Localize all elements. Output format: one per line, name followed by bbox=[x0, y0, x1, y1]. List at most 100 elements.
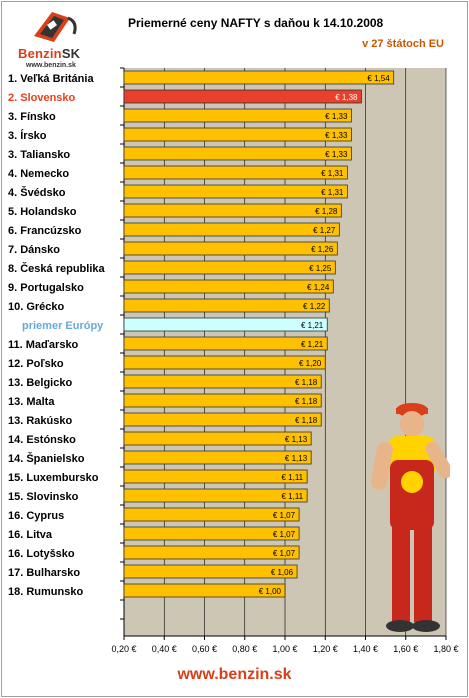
category-label: 14. Španielsko bbox=[8, 452, 85, 465]
bar-value-label: € 1,28 bbox=[315, 207, 338, 216]
bar-value-label: € 1,07 bbox=[273, 511, 296, 520]
chart-title: Priemerné ceny NAFTY s daňou k 14.10.200… bbox=[128, 16, 384, 30]
bar bbox=[123, 89, 362, 104]
bar bbox=[123, 545, 300, 560]
category-label: 3. Fínsko bbox=[8, 111, 56, 123]
bar-value-label: € 1,07 bbox=[273, 549, 296, 558]
category-label: 16. Litva bbox=[8, 529, 53, 541]
category-label: 13. Belgicko bbox=[8, 377, 72, 389]
mascot-illustration bbox=[371, 403, 450, 632]
bar bbox=[123, 488, 308, 503]
bar bbox=[123, 260, 336, 275]
bar bbox=[123, 70, 395, 85]
category-label: 16. Cyprus bbox=[8, 510, 64, 522]
bar-value-label: € 1,11 bbox=[281, 473, 303, 482]
bar bbox=[123, 146, 352, 161]
bar bbox=[123, 450, 312, 465]
bar-value-label: € 1,31 bbox=[321, 188, 344, 197]
category-label: priemer Európy bbox=[22, 320, 104, 332]
bar bbox=[123, 165, 348, 180]
bar bbox=[123, 355, 326, 370]
bar-value-label: € 1,31 bbox=[321, 169, 344, 178]
bar-value-label: € 1,18 bbox=[295, 416, 318, 425]
chart-subtitle: v 27 štátoch EU bbox=[362, 38, 444, 50]
bar-value-label: € 1,25 bbox=[309, 264, 332, 273]
x-tick-label: 0,20 € bbox=[111, 644, 136, 654]
bar bbox=[123, 412, 322, 427]
category-label: 12. Poľsko bbox=[8, 358, 64, 370]
logo-url[interactable]: www.benzin.sk bbox=[26, 62, 76, 69]
x-tick-label: 0,40 € bbox=[152, 644, 177, 654]
category-label: 6. Francúzsko bbox=[8, 225, 82, 237]
category-label: 16. Lotyšsko bbox=[8, 548, 75, 560]
footer-url[interactable]: www.benzin.sk bbox=[177, 666, 292, 683]
bar-value-label: € 1,21 bbox=[301, 340, 324, 349]
category-label: 18. Rumunsko bbox=[8, 586, 83, 598]
x-tick-label: 1,20 € bbox=[313, 644, 338, 654]
bar-value-label: € 1,38 bbox=[335, 93, 358, 102]
bar bbox=[123, 564, 298, 579]
bar-value-label: € 1,24 bbox=[307, 283, 330, 292]
bar bbox=[123, 374, 322, 389]
bar bbox=[123, 222, 340, 237]
category-label: 10. Grécko bbox=[8, 301, 65, 313]
bar bbox=[123, 583, 286, 598]
bar-value-label: € 1,33 bbox=[325, 150, 348, 159]
category-label: 4. Nemecko bbox=[8, 168, 69, 180]
bar-value-label: € 1,27 bbox=[313, 226, 336, 235]
bar-value-label: € 1,18 bbox=[295, 378, 318, 387]
bar bbox=[123, 108, 352, 123]
bar bbox=[123, 317, 328, 332]
x-tick-label: 1,60 € bbox=[393, 644, 418, 654]
bar bbox=[123, 469, 308, 484]
category-label: 1. Veľká Británia bbox=[8, 73, 94, 85]
category-label: 17. Bulharsko bbox=[8, 567, 80, 579]
category-label: 8. Česká republika bbox=[8, 262, 105, 275]
logo-brand: BenzinSK bbox=[18, 46, 81, 61]
bar bbox=[123, 336, 328, 351]
category-label: 14. Estónsko bbox=[8, 434, 76, 446]
category-label: 13. Malta bbox=[8, 396, 55, 408]
bar-value-label: € 1,22 bbox=[303, 302, 326, 311]
bar bbox=[123, 526, 300, 541]
bar-value-label: € 1,21 bbox=[301, 321, 324, 330]
bar bbox=[123, 298, 330, 313]
category-label: 15. Slovinsko bbox=[8, 491, 79, 503]
bar bbox=[123, 393, 322, 408]
category-label: 5. Holandsko bbox=[8, 206, 77, 218]
benzin-logo[interactable]: BenzinSK www.benzin.sk bbox=[12, 8, 92, 69]
category-label: 15. Luxembursko bbox=[8, 472, 99, 484]
category-label: 7. Dánsko bbox=[8, 244, 60, 256]
bar bbox=[123, 203, 342, 218]
x-tick-label: 1,80 € bbox=[433, 644, 458, 654]
bar-value-label: € 1,33 bbox=[325, 112, 348, 121]
x-tick-label: 1,40 € bbox=[353, 644, 378, 654]
bar-value-label: € 1,18 bbox=[295, 397, 318, 406]
bar-value-label: € 1,07 bbox=[273, 530, 296, 539]
category-label: 11. Maďarsko bbox=[8, 339, 79, 351]
bar-value-label: € 1,11 bbox=[281, 492, 303, 501]
category-label: 4. Švédsko bbox=[8, 186, 66, 199]
bar-value-label: € 1,20 bbox=[299, 359, 322, 368]
x-tick-label: 1,00 € bbox=[272, 644, 297, 654]
bar-value-label: € 1,00 bbox=[259, 587, 282, 596]
category-label: 13. Rakúsko bbox=[8, 415, 72, 427]
bar bbox=[123, 279, 334, 294]
x-tick-label: 0,80 € bbox=[232, 644, 257, 654]
bar-value-label: € 1,54 bbox=[367, 74, 390, 83]
bar-value-label: € 1,33 bbox=[325, 131, 348, 140]
x-tick-label: 0,60 € bbox=[192, 644, 217, 654]
bar-value-label: € 1,13 bbox=[285, 454, 308, 463]
bar bbox=[123, 241, 338, 256]
bar bbox=[123, 507, 300, 522]
category-label: 9. Portugalsko bbox=[8, 282, 84, 294]
bar-value-label: € 1,13 bbox=[285, 435, 308, 444]
bar bbox=[123, 184, 348, 199]
category-label: 3. Írsko bbox=[8, 129, 47, 142]
bar-value-label: € 1,06 bbox=[271, 568, 294, 577]
bar-value-label: € 1,26 bbox=[311, 245, 334, 254]
category-label: 2. Slovensko bbox=[8, 92, 76, 104]
bar bbox=[123, 127, 352, 142]
bar bbox=[123, 431, 312, 446]
category-label: 3. Taliansko bbox=[8, 149, 70, 161]
